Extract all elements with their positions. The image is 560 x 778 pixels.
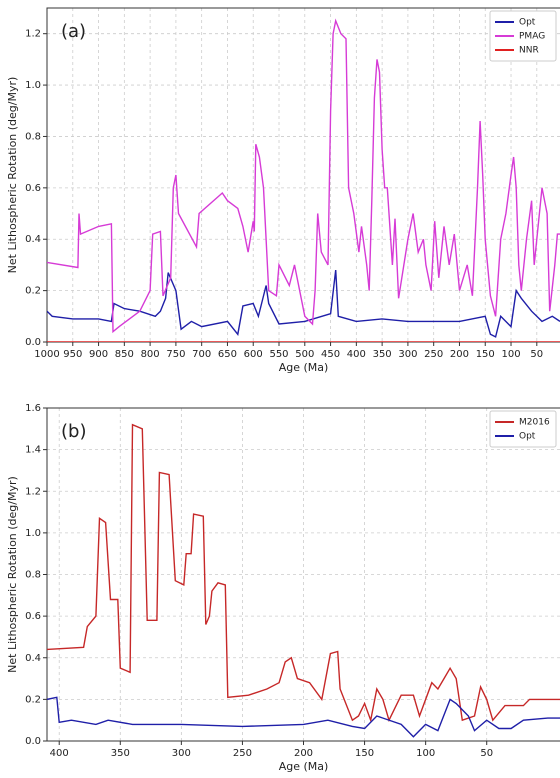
legend-label: M2016 [519, 418, 550, 428]
x-tick-label: 50 [480, 748, 493, 759]
panel-label: (b) [61, 421, 86, 442]
x-tick-label: 200 [294, 748, 313, 759]
y-tick-label: 0.0 [25, 337, 41, 348]
x-tick-label: 800 [141, 349, 160, 360]
y-tick-label: 0.2 [25, 286, 41, 297]
y-axis-label: Net Lithospheric Rotation (deg/Myr) [6, 77, 19, 274]
legend: M2016 Opt [489, 410, 557, 448]
y-tick-label: 0.4 [25, 653, 41, 664]
y-tick-label: 0.6 [25, 183, 41, 194]
y-tick-label: 0.2 [25, 694, 41, 705]
y-tick-label: 0.4 [25, 234, 41, 245]
x-tick-label: 200 [450, 349, 469, 360]
x-tick-label: 600 [244, 349, 263, 360]
x-tick-label: 150 [355, 748, 374, 759]
x-tick-label: 250 [424, 349, 443, 360]
x-tick-label: 350 [373, 349, 392, 360]
x-tick-label: 950 [63, 349, 82, 360]
y-tick-label: 0.8 [25, 570, 41, 581]
x-tick-label: 400 [50, 748, 69, 759]
series-line [47, 423, 560, 723]
x-tick-label: 300 [398, 349, 417, 360]
y-tick-label: 1.6 [25, 403, 41, 414]
legend-box [489, 410, 557, 448]
x-tick-label: 50 [530, 349, 543, 360]
y-axis-label: Net Lithospheric Rotation (deg/Myr) [6, 476, 19, 673]
x-tick-label: 750 [166, 349, 185, 360]
y-tick-label: 1.2 [25, 29, 41, 40]
y-tick-label: 0.0 [25, 736, 41, 747]
x-axis-label: Age (Ma) [279, 760, 329, 773]
panel: 0.0 0.2 0.4 0.6 0.8 1.0 1.2 1.4 1.6 400 350 300 250 2… [6, 403, 560, 773]
legend-label: PMAG [519, 32, 545, 42]
legend-label: Opt [519, 18, 536, 28]
x-axis-label: Age (Ma) [279, 361, 329, 374]
panel: 0.0 0.2 0.4 0.6 0.8 1.0 1.2 1000 950 900 850 800 750… [6, 7, 560, 374]
legend-label: Opt [519, 432, 536, 442]
x-tick-label: 650 [218, 349, 237, 360]
x-tick-label: 300 [172, 748, 191, 759]
x-tick-label: 550 [269, 349, 288, 360]
x-tick-label: 100 [416, 748, 435, 759]
x-tick-label: 1000 [34, 349, 59, 360]
panel-label: (a) [61, 21, 86, 42]
x-tick-label: 400 [347, 349, 366, 360]
x-tick-label: 850 [115, 349, 134, 360]
x-tick-label: 450 [321, 349, 340, 360]
y-tick-label: 1.0 [25, 80, 41, 91]
x-tick-label: 250 [233, 748, 252, 759]
x-tick-label: 700 [192, 349, 211, 360]
series-line [47, 18, 560, 334]
y-tick-label: 1.0 [25, 528, 41, 539]
x-tick-label: 150 [476, 349, 495, 360]
y-tick-label: 0.8 [25, 131, 41, 142]
series-line [47, 696, 560, 738]
plot-frame [46, 407, 560, 742]
x-tick-label: 100 [501, 349, 520, 360]
legend: Opt PMAG NNR [489, 10, 557, 62]
y-tick-label: 0.6 [25, 611, 41, 622]
x-tick-label: 900 [89, 349, 108, 360]
y-tick-label: 1.2 [25, 486, 41, 497]
legend-label: NNR [519, 46, 539, 56]
legend-box [489, 10, 557, 62]
series-line [47, 270, 560, 338]
y-tick-label: 1.4 [25, 445, 41, 456]
x-tick-label: 350 [111, 748, 130, 759]
x-tick-label: 500 [295, 349, 314, 360]
